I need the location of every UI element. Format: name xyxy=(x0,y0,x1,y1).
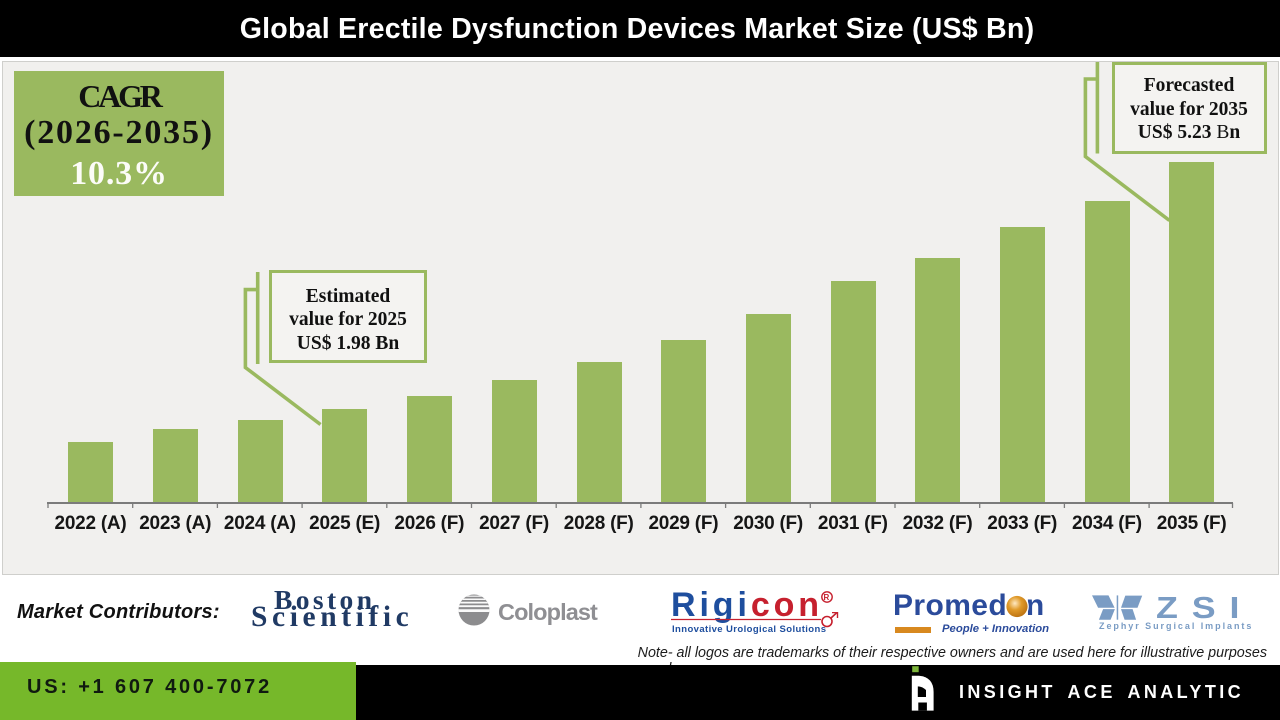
svg-text:R: R xyxy=(824,593,830,602)
